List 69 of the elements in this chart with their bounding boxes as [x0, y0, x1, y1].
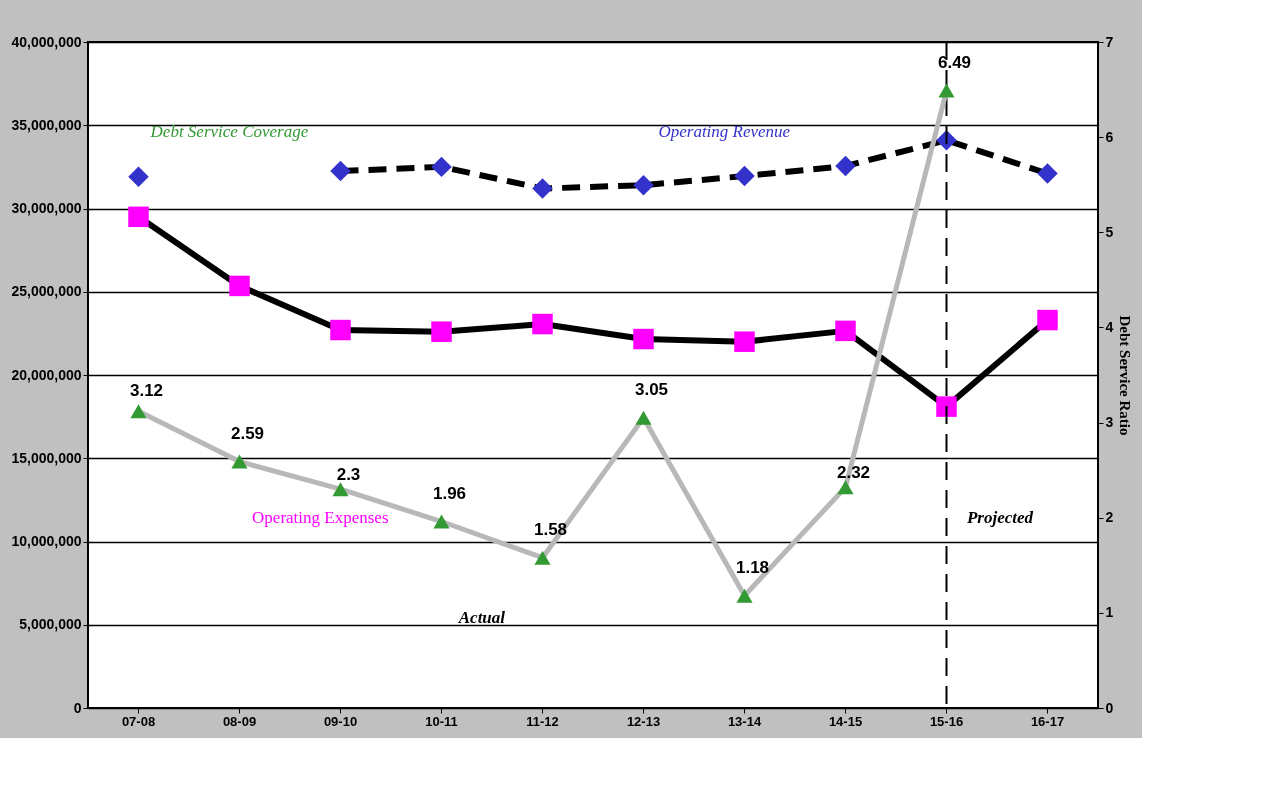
data-label: 2.3 — [336, 465, 361, 485]
y-tick-label: 0 — [73, 699, 82, 716]
series-label: Operating Revenue — [658, 121, 791, 141]
point — [130, 404, 147, 419]
y2-tick-label: 5 — [1105, 223, 1114, 240]
data-label: 3.12 — [129, 381, 164, 401]
x-tick-label: 07-08 — [121, 713, 156, 729]
y-tick-label: 20,000,000 — [11, 366, 82, 383]
x-tick-label: 12-13 — [626, 713, 661, 729]
text: Operating Expenses — [252, 508, 389, 528]
y2-tick-label: 3 — [1105, 414, 1114, 431]
y-tick-label: 15,000,000 — [11, 449, 82, 466]
point — [837, 480, 854, 495]
data-label: 2.32 — [836, 463, 871, 483]
y2-tick-label: 2 — [1105, 509, 1114, 526]
point — [936, 396, 957, 417]
point — [128, 206, 149, 228]
x-tick-label: 09-10 — [323, 713, 358, 729]
y-tick-label: 35,000,000 — [11, 116, 82, 133]
point — [431, 321, 452, 342]
point — [938, 83, 955, 98]
y2-tick-label: 4 — [1105, 318, 1114, 335]
data-label: 2.59 — [230, 423, 265, 443]
point — [835, 155, 856, 177]
y2-tick-label: 6 — [1105, 128, 1114, 145]
point — [534, 550, 551, 565]
point — [128, 166, 149, 188]
y-tick-label: 30,000,000 — [11, 200, 82, 216]
x-tick-label: 14-15 — [828, 713, 863, 729]
y2-tick-label: 0 — [1105, 699, 1114, 716]
data-label: 6.49 — [937, 52, 972, 72]
x-tick-label: 16-17 — [1030, 713, 1065, 729]
x-tick-label: 10-11 — [425, 713, 458, 729]
x-tick-label: 15-16 — [929, 713, 964, 729]
point — [1037, 309, 1058, 331]
x-tick-label: 13-14 — [727, 713, 762, 729]
point — [332, 482, 349, 497]
point — [231, 454, 248, 469]
y-tick-label: 10,000,000 — [11, 533, 82, 549]
point — [330, 160, 351, 182]
data-label: 1.58 — [533, 519, 568, 539]
data-label: 1.96 — [432, 483, 467, 503]
point — [835, 320, 856, 342]
point — [633, 328, 654, 350]
point — [229, 275, 250, 297]
x-tick-label: 08-09 — [222, 713, 257, 729]
y2-tick-label: 1 — [1105, 604, 1114, 621]
y-tick-label: 25,000,000 — [11, 283, 82, 300]
point — [633, 174, 654, 196]
point — [532, 313, 553, 335]
x-tick-label: 11-12 — [526, 713, 559, 729]
y2-axis-title: Debt Service Ratio — [1117, 315, 1134, 436]
data-label: 1.18 — [735, 557, 770, 577]
annotation: Projected — [965, 508, 1034, 528]
point — [734, 331, 755, 352]
point — [532, 178, 553, 199]
point — [431, 156, 452, 178]
y-tick-label: 5,000,000 — [19, 616, 82, 633]
annotation: Actual — [457, 608, 506, 628]
y-tick-label: 40,000,000 — [11, 33, 82, 50]
point — [635, 410, 652, 425]
y2-tick-label: 7 — [1105, 33, 1114, 50]
text: Debt Service Coverage — [149, 121, 309, 141]
data-label: 3.05 — [634, 379, 669, 399]
point — [736, 588, 753, 603]
point — [330, 319, 351, 341]
point — [734, 165, 755, 187]
point — [1037, 163, 1058, 184]
point — [433, 514, 450, 529]
